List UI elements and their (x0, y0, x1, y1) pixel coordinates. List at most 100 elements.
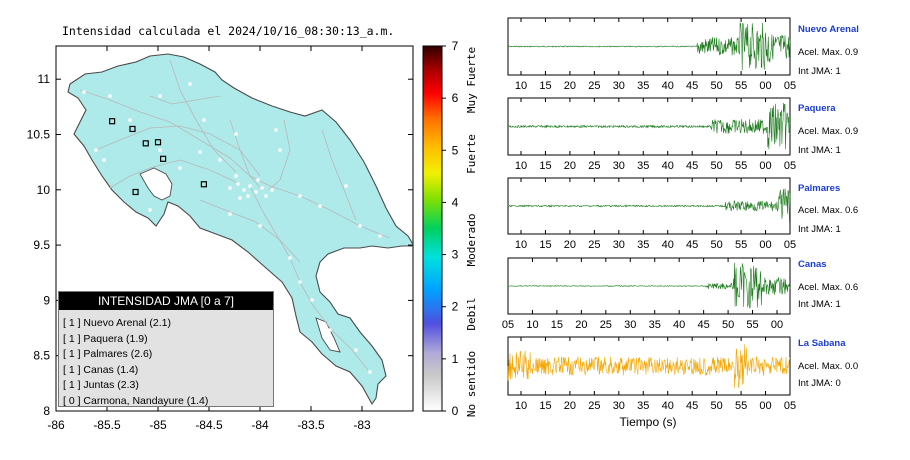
trace-tick-label: 55 (735, 80, 747, 92)
x-tick-label: -85.5 (93, 418, 121, 432)
trace-tick-label: 15 (539, 160, 551, 172)
trace-tick-label: 45 (686, 80, 698, 92)
trace-tick-label: 45 (686, 239, 698, 251)
y-tick-label: 9.5 (33, 238, 50, 252)
trace-tick-label: 10 (515, 80, 527, 92)
trace-tick-label: 35 (637, 80, 649, 92)
legend-item: [ 1 ] Juntas (2.3) (63, 379, 139, 391)
town-marker (202, 118, 206, 122)
trace-panel: 10 15 20 25 30 35 40 45 50 55 00 05 (507, 17, 796, 92)
trace-tick-label: 50 (711, 400, 723, 412)
trace-panel: 10 15 20 25 30 35 40 45 50 55 00 05 (507, 336, 796, 412)
town-marker (242, 188, 246, 192)
trace-acel-max: Acel. Max. 0.0 (798, 361, 859, 372)
town-marker (102, 158, 106, 162)
trace-tick-label: 50 (711, 80, 723, 92)
trace-waveform (507, 102, 791, 150)
town-marker (246, 194, 250, 198)
town-marker (228, 186, 232, 190)
town-markers (82, 82, 382, 374)
trace-tick-label: 30 (613, 80, 625, 92)
town-marker (228, 212, 232, 216)
town-marker (260, 186, 264, 190)
town-marker (238, 196, 242, 200)
trace-tick-label: 50 (711, 160, 723, 172)
town-marker (274, 128, 278, 132)
station-marker (129, 125, 136, 133)
town-marker (270, 188, 274, 192)
colorbar-label: Moderado (465, 214, 478, 267)
town-marker (256, 178, 260, 182)
x-tick-label: -84.5 (195, 418, 223, 432)
trace-tick-label: 55 (735, 400, 747, 412)
colorbar-tick-label: 6 (452, 91, 459, 105)
map-x-axis: -86 -85.5 -85 -84.5 -84 -83.5 -83 (47, 46, 371, 432)
trace-acel-max: Acel. Max. 0.9 (798, 47, 859, 58)
trace-waveform (507, 262, 791, 309)
trace-panel: 10 15 20 25 30 35 40 45 50 55 00 05 (507, 177, 796, 251)
trace-tick-label: 45 (686, 160, 698, 172)
colorbar-tick-label: 7 (452, 39, 459, 53)
trace-tick-label: 05 (784, 239, 796, 251)
station-marker (154, 139, 162, 146)
trace-tick-label: 30 (613, 400, 625, 412)
trace-acel-max: Acel. Max. 0.9 (798, 126, 859, 137)
town-marker (218, 158, 222, 162)
trace-station-name: Palmares (798, 183, 841, 194)
trace-tick-label: 45 (686, 400, 698, 412)
trace-panel: 10 15 20 25 30 35 40 45 50 55 00 05 (507, 97, 796, 172)
colorbar-ticks: 7 6 5 4 3 2 1 0 (442, 39, 459, 418)
town-marker (344, 184, 348, 188)
trace-acel-max: Acel. Max. 0.6 (798, 282, 859, 293)
trace-tick-label: 40 (662, 400, 674, 412)
trace-waveform (507, 188, 791, 223)
trace-tick-label: 20 (564, 400, 576, 412)
map-area (67, 53, 413, 406)
trace-tick-label: 05 (784, 80, 796, 92)
trace-tick-label: 25 (588, 160, 600, 172)
town-marker (198, 150, 202, 154)
town-marker (236, 182, 240, 186)
y-tick-label: 10.5 (27, 127, 51, 141)
legend-item: [ 0 ] Carmona, Nandayure (1.4) (63, 394, 209, 407)
colorbar-label: Fuerte (465, 134, 478, 174)
colorbar-label: Muy Fuerte (465, 47, 478, 113)
trace-waveform (507, 344, 791, 388)
trace-tick-label: 10 (526, 319, 538, 331)
trace-tick-label: 20 (564, 160, 576, 172)
trace-tick-label: 10 (515, 239, 527, 251)
road-network (79, 59, 391, 371)
trace-int-jma: Int JMA: 1 (798, 224, 841, 235)
trace-tick-label: 20 (575, 319, 587, 331)
trace-acel-max: Acel. Max. 0.6 (798, 205, 859, 216)
x-tick-label: -83 (353, 418, 371, 432)
legend-item: [ 1 ] Paquera (1.9) (63, 332, 148, 345)
trace-tick-label: 25 (588, 239, 600, 251)
trace-tick-label: 40 (662, 239, 674, 251)
town-marker (318, 204, 322, 208)
trace-tick-label: 35 (637, 160, 649, 172)
x-tick-label: -84 (251, 418, 269, 432)
trace-tick-label: 20 (564, 80, 576, 92)
station-marker (132, 188, 139, 196)
colorbar-tick-label: 0 (452, 404, 459, 418)
trace-tick-label: 05 (502, 319, 514, 331)
town-marker (368, 370, 372, 374)
trace-tick-label: 10 (515, 400, 527, 412)
trace-int-jma: Int JMA: 0 (798, 378, 841, 389)
legend-item: [ 1 ] Palmares (2.6) (63, 348, 153, 360)
colorbar-label: Debil (465, 297, 478, 330)
trace-tick-label: 35 (649, 319, 661, 331)
station-marker (142, 140, 149, 147)
y-tick-label: 11 (38, 72, 51, 86)
town-marker (254, 190, 258, 194)
town-marker (278, 148, 282, 152)
intensity-colorbar (422, 45, 443, 412)
town-marker (258, 224, 262, 228)
town-marker (128, 118, 132, 122)
town-marker (234, 174, 238, 178)
trace-tick-label: 20 (564, 239, 576, 251)
town-marker (328, 328, 332, 332)
trace-tick-label: 00 (759, 160, 771, 172)
map-title: Intensidad calculada el 2024/10/16_08:30… (62, 24, 395, 38)
